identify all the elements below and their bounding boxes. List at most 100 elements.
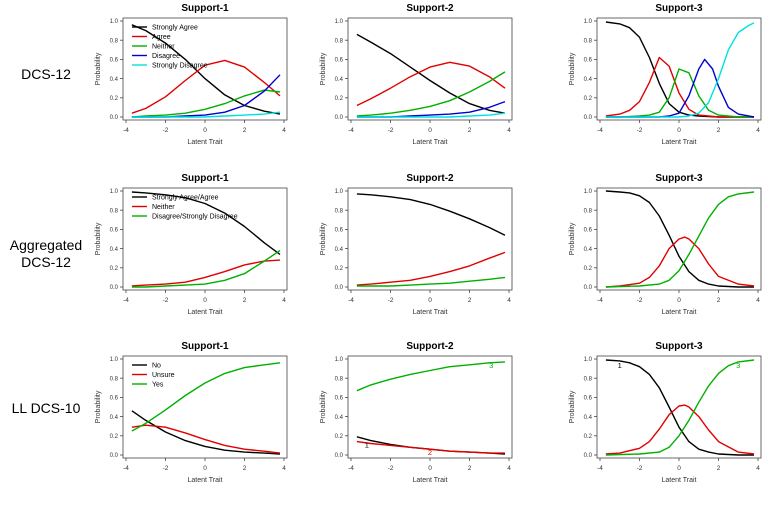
x-axis-label: Latent Trait bbox=[412, 309, 447, 316]
y-tick-label: 0.0 bbox=[335, 285, 344, 291]
series-line-disagree-strongly-disagree bbox=[605, 191, 755, 288]
chart-panel-7: Support-1 -4 -2 0 2 4 0.0 0.2 0.4 0.6 0.8 1.0 Latent… bbox=[95, 341, 288, 484]
x-tick-label: 4 bbox=[282, 127, 286, 134]
x-tick-label: -4 bbox=[597, 127, 603, 134]
y-tick-label: 1.0 bbox=[335, 19, 344, 25]
y-tick-label: 0.8 bbox=[584, 38, 593, 44]
y-tick-label: 0.2 bbox=[335, 434, 344, 440]
series-line-unsure bbox=[131, 424, 281, 454]
series-line-yes bbox=[356, 361, 506, 392]
y-tick-label: 0.8 bbox=[110, 208, 119, 214]
x-tick-label: 0 bbox=[203, 465, 207, 472]
legend-label: Strongly Agree/Agree bbox=[152, 195, 219, 202]
y-tick-label: 0.8 bbox=[110, 376, 119, 382]
chart-title: Support-1 bbox=[181, 341, 229, 352]
y-tick-label: 0.4 bbox=[110, 415, 119, 421]
series-line-no bbox=[605, 359, 754, 456]
y-tick-label: 0.8 bbox=[335, 376, 344, 382]
y-tick-label: 0.4 bbox=[335, 415, 344, 421]
x-tick-label: -2 bbox=[637, 127, 643, 134]
y-tick-label: 1.0 bbox=[584, 19, 593, 25]
y-tick-label: 0.0 bbox=[110, 285, 119, 291]
y-tick-label: 0.2 bbox=[335, 96, 344, 102]
series-line-neither bbox=[605, 68, 754, 118]
y-tick-label: 1.0 bbox=[584, 357, 593, 363]
x-axis-label: Latent Trait bbox=[661, 477, 696, 484]
series-line-disagree-strongly-disagree bbox=[356, 276, 506, 287]
series-line-disagree bbox=[131, 74, 281, 118]
y-axis-label: Probability bbox=[95, 390, 102, 423]
chart-title: Support-2 bbox=[406, 341, 454, 352]
series-line-disagree-strongly-disagree bbox=[131, 249, 281, 288]
y-tick-label: 1.0 bbox=[110, 357, 119, 363]
series-line-agree bbox=[131, 59, 281, 114]
y-tick-label: 1.0 bbox=[584, 189, 593, 195]
series-line-strongly-disagree bbox=[356, 112, 506, 118]
plot-frame bbox=[347, 17, 513, 121]
series-line-agree bbox=[356, 61, 506, 107]
x-tick-label: 4 bbox=[507, 465, 511, 472]
row-label-line: LL DCS-10 bbox=[11, 400, 81, 416]
y-axis-label: Probability bbox=[569, 222, 576, 255]
x-tick-label: 0 bbox=[677, 297, 681, 304]
legend-label: Neither bbox=[152, 204, 175, 211]
y-tick-label: 1.0 bbox=[110, 19, 119, 25]
chart-title: Support-3 bbox=[655, 173, 703, 184]
y-tick-label: 1.0 bbox=[110, 189, 119, 195]
x-tick-label: 4 bbox=[756, 297, 760, 304]
x-axis-label: Latent Trait bbox=[661, 309, 696, 316]
y-tick-label: 0.8 bbox=[335, 208, 344, 214]
x-tick-label: 2 bbox=[243, 127, 247, 134]
y-tick-label: 0.4 bbox=[335, 77, 344, 83]
x-tick-label: 0 bbox=[428, 127, 432, 134]
x-tick-label: -4 bbox=[348, 127, 354, 134]
y-tick-label: 0.4 bbox=[584, 77, 593, 83]
series-line-agree bbox=[605, 56, 754, 118]
y-tick-label: 0.4 bbox=[110, 247, 119, 253]
x-tick-label: -4 bbox=[597, 465, 603, 472]
y-tick-label: 0.2 bbox=[584, 266, 593, 272]
chart-panel-3: Support-3 -4 -2 0 2 4 0.0 0.2 0.4 0.6 0.8 1.0 Latent… bbox=[569, 3, 762, 146]
series-line-strongly-disagree bbox=[605, 22, 755, 118]
series-line-strongly-agree-agree bbox=[131, 191, 281, 255]
y-tick-label: 0.2 bbox=[110, 96, 119, 102]
series-line-neither bbox=[605, 236, 755, 288]
series-line-strongly-disagree bbox=[131, 111, 281, 118]
curve-annotation: 1 bbox=[618, 361, 622, 370]
y-tick-label: 0.6 bbox=[335, 396, 344, 402]
chart-title: Support-2 bbox=[406, 3, 454, 14]
series-line-no bbox=[131, 410, 281, 455]
series-line-yes bbox=[131, 362, 281, 432]
y-tick-label: 0.2 bbox=[584, 434, 593, 440]
y-tick-label: 0.0 bbox=[335, 115, 344, 121]
x-tick-label: -2 bbox=[163, 127, 169, 134]
x-tick-label: 4 bbox=[282, 465, 286, 472]
x-tick-label: 4 bbox=[756, 465, 760, 472]
x-tick-label: -4 bbox=[123, 297, 129, 304]
row-label-line: DCS-12 bbox=[21, 66, 71, 82]
x-tick-label: 0 bbox=[428, 297, 432, 304]
x-tick-label: 4 bbox=[756, 127, 760, 134]
x-tick-label: 2 bbox=[717, 297, 721, 304]
chart-title: Support-1 bbox=[181, 173, 229, 184]
legend-label: Strongly Disagree bbox=[152, 63, 208, 70]
x-axis-label: Latent Trait bbox=[412, 139, 447, 146]
x-tick-label: 0 bbox=[677, 127, 681, 134]
y-tick-label: 0.0 bbox=[335, 453, 344, 459]
y-tick-label: 0.6 bbox=[584, 58, 593, 64]
legend-label: Unsure bbox=[152, 372, 175, 379]
curve-annotation: 1 bbox=[365, 440, 369, 449]
chart-panel-4: Support-1 -4 -2 0 2 4 0.0 0.2 0.4 0.6 0.8 1.0 Latent… bbox=[95, 173, 288, 316]
x-tick-label: 4 bbox=[282, 297, 286, 304]
x-axis-label: Latent Trait bbox=[412, 477, 447, 484]
y-axis-label: Probability bbox=[320, 52, 327, 85]
y-tick-label: 0.4 bbox=[335, 247, 344, 253]
x-tick-label: 2 bbox=[468, 127, 472, 134]
plot-frame bbox=[122, 355, 288, 459]
row-label-line: DCS-12 bbox=[21, 254, 71, 270]
legend-label: Disagree/Strongly Disagree bbox=[152, 214, 238, 221]
chart-title: Support-3 bbox=[655, 341, 703, 352]
legend: No Unsure Yes bbox=[132, 363, 175, 389]
legend-label: Strongly Agree bbox=[152, 25, 198, 32]
